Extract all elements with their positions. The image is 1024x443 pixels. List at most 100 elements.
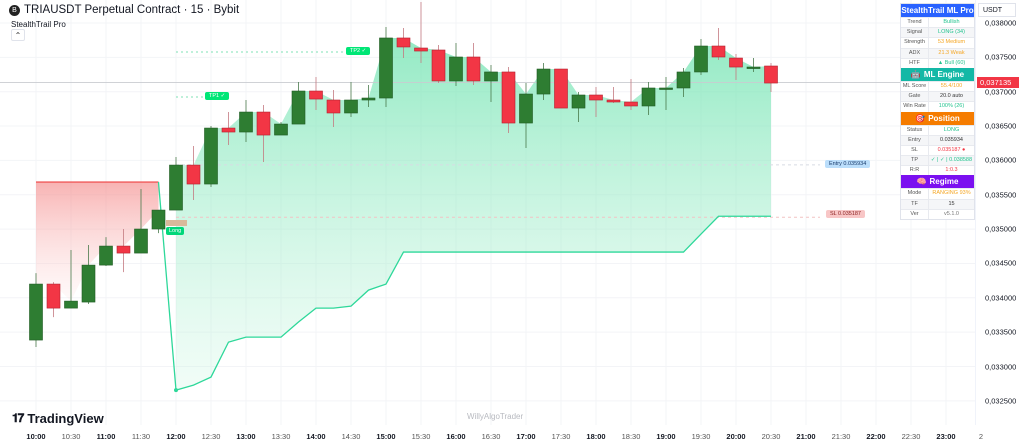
trail-start-dot: [174, 388, 178, 393]
bullish-trail-line: [157, 181, 771, 391]
panel-row-value: 0.035934: [940, 136, 963, 143]
time-axis[interactable]: 10:00 10:30 11:00 11:30 12:00 12:30 13:00 13:30…: [0, 428, 1024, 443]
time-tick: 15:00: [376, 432, 396, 441]
price-chart[interactable]: [0, 0, 975, 428]
time-tick: 12:30: [201, 432, 221, 441]
panel-row-key: ML Score: [901, 81, 929, 92]
symbol-title[interactable]: TRIAUSDT Perpetual Contract · 15 · Bybit: [24, 4, 240, 16]
panel-row-key: SL: [901, 145, 929, 156]
bullish-candle: [169, 164, 183, 211]
bullish-candle: [676, 71, 691, 89]
currency-button[interactable]: USDT: [978, 3, 1016, 17]
regime-title: Regime: [929, 177, 959, 187]
panel-row-key: Trend: [901, 18, 929, 28]
panel-row: Status LONG: [901, 124, 974, 135]
bullish-candle: [274, 123, 288, 136]
time-tick: 11:00: [96, 432, 116, 441]
price-axis[interactable]: 0,038000 0,037500 0,037000 0,036500 0,036000…: [975, 0, 1024, 425]
bullish-candle: [659, 87, 673, 90]
time-tick: 22:30: [901, 432, 921, 441]
chevron-up-icon[interactable]: ⌃: [11, 29, 25, 41]
bullish-candle: [536, 68, 551, 95]
bearish-candle: [116, 245, 131, 254]
panel-row-value: ✓ | ✓ | 0.038588: [930, 157, 973, 164]
panel-row-value: ▲ Bull (60): [937, 59, 966, 66]
time-tick: 17:30: [551, 432, 571, 441]
time-tick: 13:30: [271, 432, 291, 441]
bullish-candle: [204, 127, 218, 185]
panel-row-key: Gate: [901, 92, 929, 102]
stealthtrail-panel: StealthTrail ML Pro Trend Bullish Signal LO…: [900, 3, 975, 220]
panel-row-key: Strength: [901, 38, 929, 48]
bullish-candle: [519, 93, 533, 124]
tradingview-text: TradingView: [27, 411, 104, 426]
price-tick: 0,035000: [985, 224, 1017, 234]
watermark: WillyAlgoTrader: [467, 412, 524, 421]
bullish-candle: [449, 56, 463, 82]
time-tick: 18:30: [621, 432, 641, 441]
bearish-candle: [326, 99, 341, 114]
bullish-candle: [291, 90, 306, 125]
brain-icon: 🧠: [916, 177, 927, 187]
bullish-candle: [746, 66, 761, 69]
bullish-candle: [134, 228, 148, 254]
bearish-candle: [764, 65, 778, 84]
price-tick: 0,037000: [985, 87, 1017, 97]
indicator-name[interactable]: StealthTrail Pro: [11, 20, 66, 29]
bullish-candle: [571, 94, 586, 109]
time-tick: 11:30: [131, 432, 151, 441]
panel-row-value: 1:0.3: [945, 167, 958, 174]
panel-row: Ver v5.1.0: [901, 208, 974, 219]
time-tick: 21:30: [831, 432, 851, 441]
ml-engine-title: ML Engine: [923, 69, 965, 79]
panel-row-key: Mode: [901, 189, 929, 199]
time-tick: 20:30: [761, 432, 781, 441]
bearish-candle: [256, 111, 271, 136]
bullish-candle: [641, 87, 656, 107]
panel-row-key: Entry: [901, 135, 929, 145]
time-tick: 12:00: [166, 432, 186, 441]
panel-row: TF 15: [901, 198, 974, 209]
time-tick: 19:00: [656, 432, 676, 441]
bearish-candle: [711, 45, 726, 58]
time-tick: 10:00: [26, 432, 46, 441]
tp2-label: TP2 ✓: [346, 47, 371, 55]
time-tick: 23:00: [936, 432, 956, 441]
time-tick: 20:00: [726, 432, 746, 441]
panel-row-key: TF: [901, 199, 929, 209]
tradingview-logo[interactable]: 𝟏𝟕 TradingView: [12, 411, 104, 426]
tp1-label: TP1 ✓: [205, 92, 230, 100]
time-tick: 15:30: [411, 432, 431, 441]
time-tick: 18:00: [586, 432, 606, 441]
bearish-candle: [186, 164, 201, 185]
time-tick: 2: [978, 432, 984, 441]
bullish-candle: [361, 97, 376, 101]
price-tick: 0,036500: [985, 121, 1017, 131]
panel-row-key: Ver: [901, 209, 929, 219]
time-tick: 10:30: [61, 432, 81, 441]
panel-row: Win Rate 100% (26): [901, 101, 974, 112]
bullish-candle: [239, 111, 253, 133]
bearish-candle: [501, 71, 516, 124]
panel-row-value: RANGING 93%: [932, 190, 971, 197]
time-tick: 19:30: [691, 432, 711, 441]
panel-row: SL 0.035187 ●: [901, 144, 974, 156]
bullish-candle: [151, 209, 166, 230]
bearish-candle: [554, 68, 568, 109]
panel-row: Trend Bullish: [901, 17, 974, 28]
bearish-candle: [431, 49, 446, 82]
bearish-candle: [221, 127, 236, 133]
time-tick: 16:30: [481, 432, 501, 441]
panel-row-key: Status: [901, 125, 929, 135]
panel-row-key: R:R: [901, 166, 929, 176]
time-tick: 14:00: [306, 432, 326, 441]
panel-row: Signal LONG (34): [901, 27, 974, 38]
panel-row-value: 20.0 auto: [940, 93, 963, 100]
panel-row-value: 15: [948, 200, 955, 207]
bullish-candle: [484, 71, 498, 82]
time-tick: 17:00: [516, 432, 536, 441]
bearish-candle: [396, 37, 411, 48]
long-signal-label: Long: [166, 227, 185, 235]
price-tick: 0,038000: [985, 18, 1017, 28]
price-tick: 0,035500: [985, 190, 1017, 200]
